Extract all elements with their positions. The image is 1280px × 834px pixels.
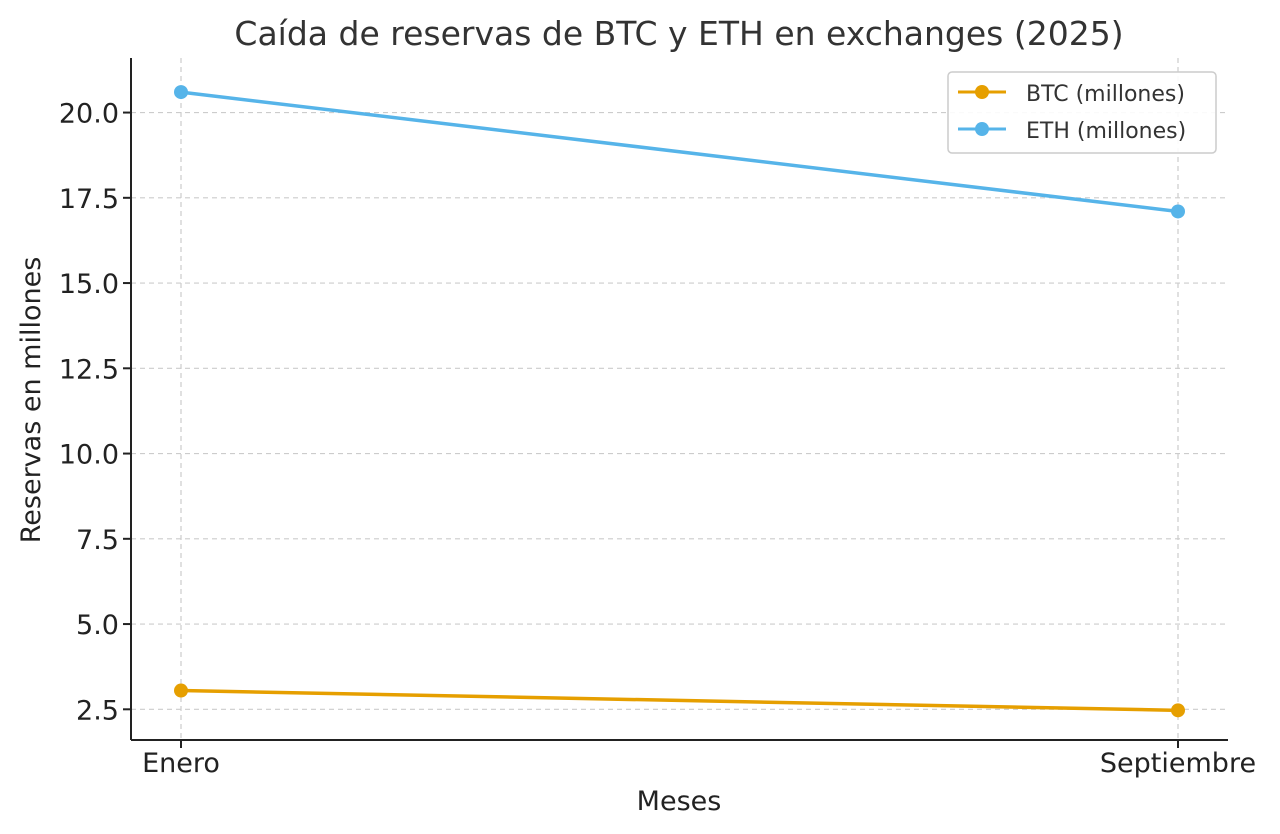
- legend: BTC (millones) ETH (millones): [947, 71, 1217, 154]
- y-tick-label: 12.5: [59, 354, 119, 385]
- grid-layer: [131, 58, 1228, 740]
- y-tick-label: 2.5: [76, 695, 119, 726]
- y-axis-label: Reservas en millones: [16, 257, 47, 544]
- data-point-btc: [1171, 703, 1185, 718]
- y-tick-label: 15.0: [59, 269, 119, 300]
- y-tick-label: 10.0: [59, 440, 119, 471]
- data-point-eth: [174, 85, 188, 100]
- legend-box: [947, 71, 1217, 154]
- chart-title: Caída de reservas de BTC y ETH en exchan…: [234, 14, 1123, 53]
- y-tick-label: 17.5: [59, 184, 119, 215]
- x-axis-ticks: Enero Septiembre: [142, 740, 1256, 779]
- y-tick-label: 20.0: [59, 99, 119, 130]
- legend-marker-eth: [975, 122, 989, 136]
- y-tick-label: 5.0: [76, 610, 119, 641]
- x-tick-label: Enero: [142, 748, 220, 779]
- x-axis-label: Meses: [637, 786, 722, 817]
- x-tick-label: Septiembre: [1100, 748, 1256, 779]
- series-layer: [174, 85, 1185, 718]
- legend-label-eth: ETH (millones): [1026, 119, 1186, 144]
- legend-marker-btc: [975, 85, 989, 99]
- y-axis-ticks: 2.5 5.0 7.5 10.0 12.5 15.0 17.5 20.0: [59, 99, 131, 726]
- series-line-btc: [179, 688, 1180, 713]
- y-tick-label: 7.5: [76, 525, 119, 556]
- data-point-btc: [174, 683, 188, 698]
- series-line-eth: [179, 90, 1180, 214]
- legend-label-btc: BTC (millones): [1026, 82, 1185, 107]
- data-point-eth: [1171, 204, 1185, 219]
